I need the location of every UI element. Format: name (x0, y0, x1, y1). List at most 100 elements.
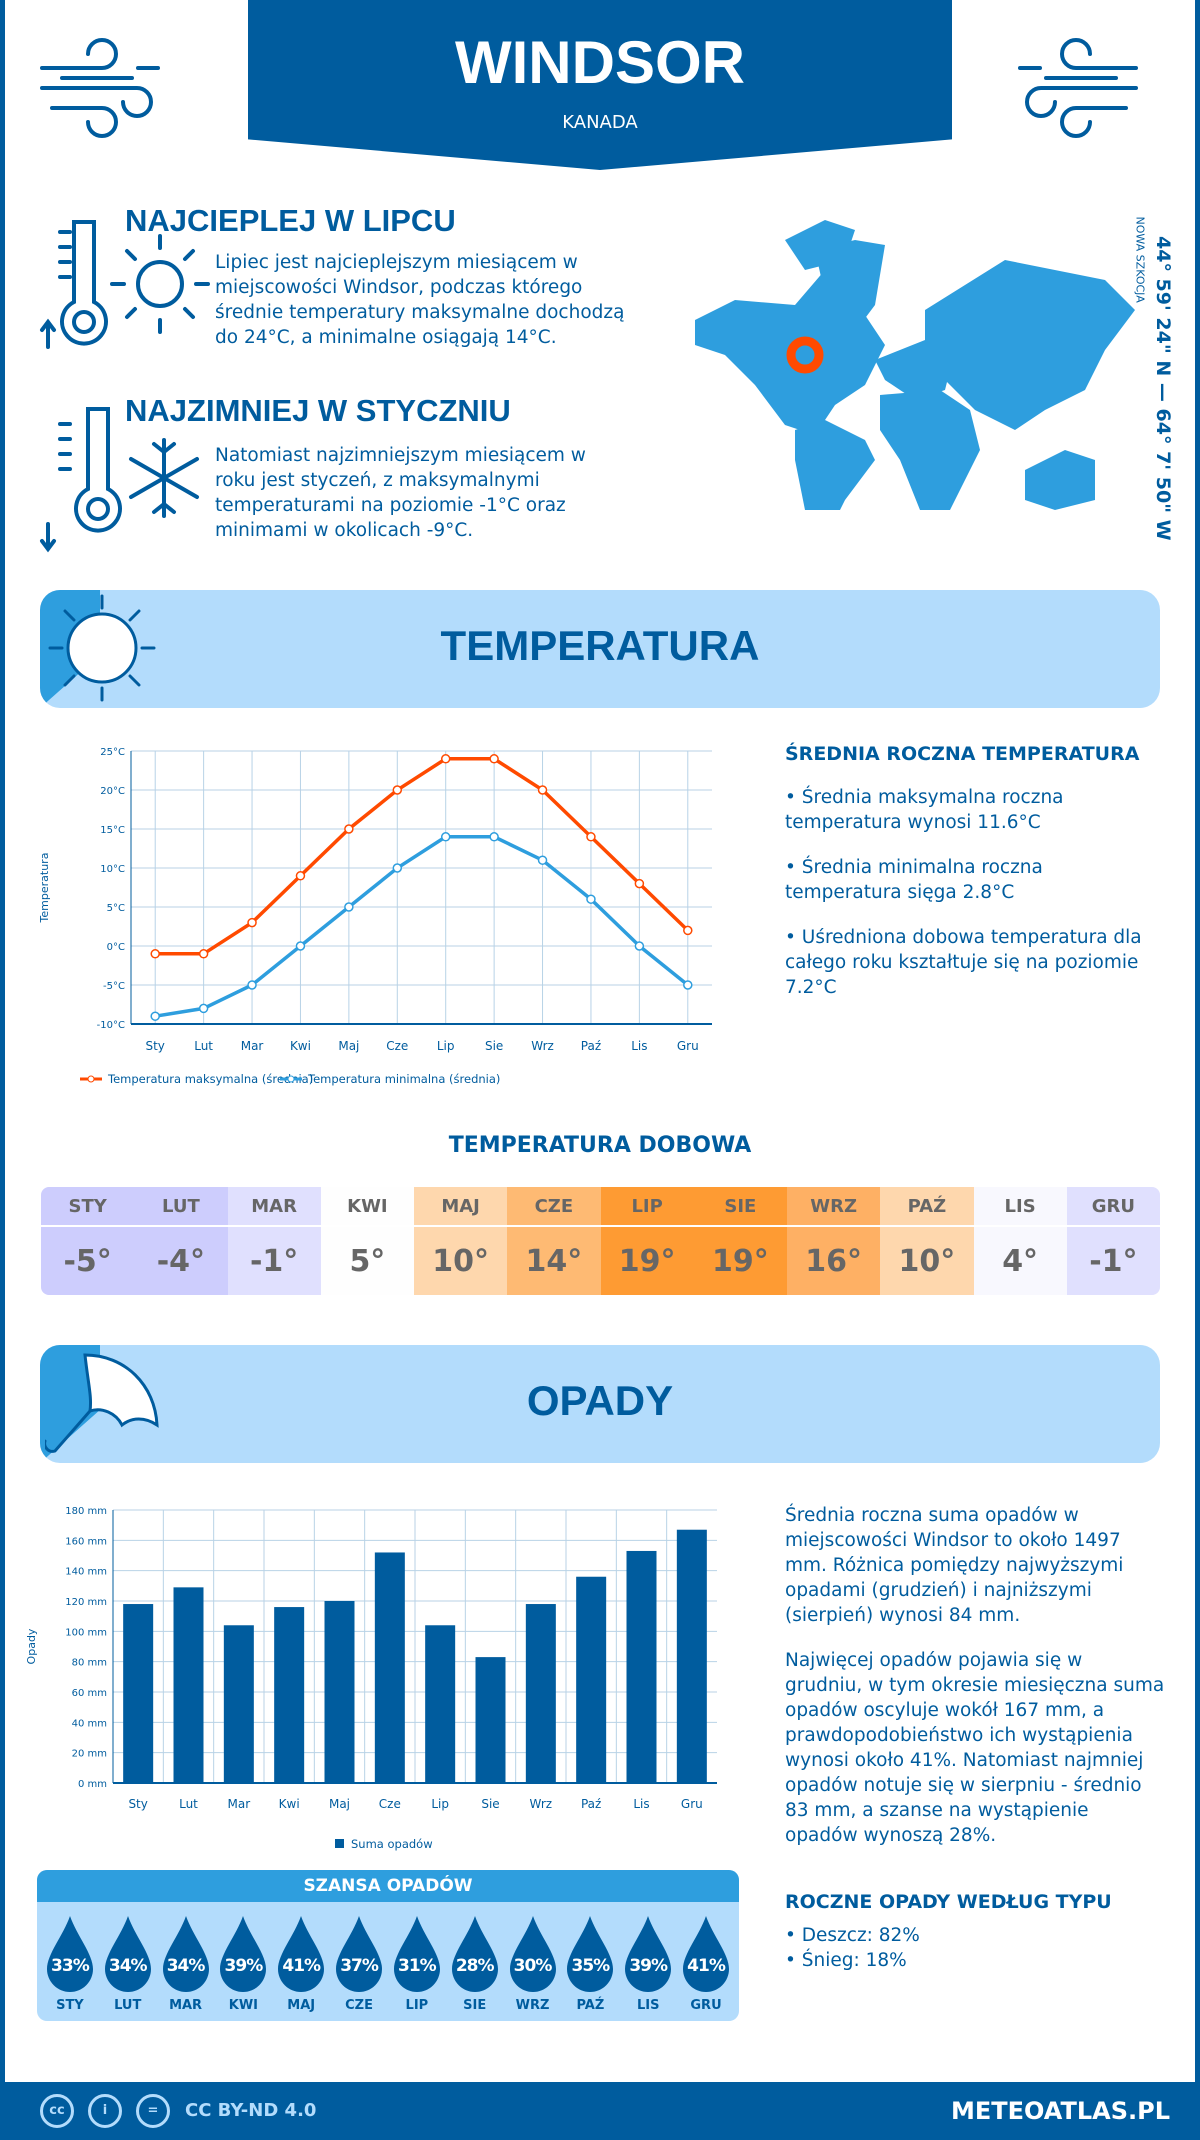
data-point (295, 871, 306, 881)
daily-cell: LIP 19° (600, 1187, 694, 1295)
precip-chance-month: WRZ (515, 1998, 550, 2013)
cc-icon: cc (40, 2094, 74, 2128)
daily-month: LIP (600, 1187, 694, 1227)
x-tick-label: Cze (379, 1797, 401, 1811)
precip-text-1: Średnia roczna suma opadów w miejscowośc… (785, 1505, 1124, 1626)
x-tick-label: Lip (437, 1039, 455, 1053)
umbrella-icon (45, 1353, 159, 1453)
data-point (489, 754, 499, 764)
temp-summary-item: • Średnia maksymalna roczna temperatura … (785, 787, 1064, 833)
x-tick-label: Cze (386, 1039, 408, 1053)
precip-chance-value: 34% (108, 1956, 148, 1976)
y-axis-label: Temperatura (38, 853, 51, 924)
daily-value: -1° (249, 1243, 299, 1279)
precip-chance-month: GRU (690, 1998, 722, 2013)
precip-type-title: ROCZNE OPADY WEDŁUG TYPU (785, 1891, 1112, 1913)
x-tick-label: Sty (145, 1039, 164, 1053)
data-point (247, 917, 257, 928)
data-point (683, 925, 693, 936)
y-tick-label: 25°C (100, 747, 125, 758)
daily-month: KWI (320, 1187, 414, 1227)
precipitation-title: OPADY (526, 1377, 674, 1424)
legend-label: Temperatura minimalna (średnia) (307, 1072, 500, 1086)
x-tick-label: Sty (128, 1797, 147, 1811)
daily-cell: MAR -1° (227, 1187, 321, 1295)
footer: cc i = CC BY-ND 4.0 METEOATLAS.PL (0, 2082, 1200, 2140)
precip-chance-item: 28% SIE (446, 1914, 504, 2013)
city-title: WINDSOR (455, 29, 745, 96)
daily-cell: LUT -4° (134, 1187, 228, 1295)
daily-cell: SIE 19° (693, 1187, 787, 1295)
bar (274, 1607, 305, 1783)
raindrop-icon (683, 1916, 730, 1992)
data-point (198, 949, 209, 959)
precip-text-2: Najwięcej opadów pojawia się w grudniu, … (785, 1650, 1165, 1846)
daily-value: 19° (618, 1243, 676, 1279)
precip-chance-month: KWI (228, 1998, 259, 2013)
world-map (695, 220, 1135, 510)
precip-summary: Średnia roczna suma opadów w miejscowośc… (785, 1503, 1165, 1868)
daily-month: PAŹ (880, 1187, 974, 1227)
bar (173, 1587, 204, 1783)
precip-chance-month: SIE (463, 1998, 487, 2013)
x-tick-label: Lip (431, 1797, 449, 1811)
data-point (392, 863, 403, 873)
precip-chance-month: LIS (636, 1998, 660, 2013)
cold-text: Natomiast najzimniejszym miesiącem w rok… (215, 445, 586, 541)
daily-month: LUT (134, 1187, 228, 1227)
precip-chance-item: 39% LIS (619, 1914, 677, 2013)
precip-chance-title: SZANSA OPADÓW (37, 1870, 739, 1902)
header-banner (248, 0, 952, 170)
data-point (489, 832, 499, 842)
precip-chance-value: 33% (51, 1956, 90, 1976)
daily-value: 14° (525, 1243, 583, 1279)
temperature-banner: TEMPERATURA (40, 590, 1160, 708)
data-point (344, 824, 354, 834)
x-tick-label: Lis (631, 1039, 647, 1053)
data-point (440, 832, 451, 842)
precip-chance-item: 31% LIP (388, 1914, 446, 2013)
daily-value: 19° (712, 1243, 769, 1279)
daily-cell: GRU -1° (1066, 1187, 1160, 1295)
country-label: KANADA (562, 112, 638, 133)
daily-cell: WRZ 16° (787, 1187, 881, 1295)
raindrop-icon (393, 1916, 440, 1992)
daily-value: -4° (156, 1243, 206, 1279)
precip-chance-value: 39% (629, 1956, 668, 1976)
precipitation-banner: OPADY (40, 1345, 1160, 1463)
daily-cell: MAJ 10° (414, 1187, 508, 1295)
raindrop-icon (278, 1916, 325, 1992)
data-point (150, 949, 160, 959)
no-derivatives-icon: = (136, 2094, 170, 2128)
bar (626, 1550, 657, 1783)
daily-month: WRZ (787, 1187, 881, 1227)
coordinates: 44° 59' 24" N — 64° 7' 50" W (1143, 236, 1174, 541)
bar (223, 1625, 254, 1783)
data-point (634, 878, 645, 889)
y-tick-label: 60 mm (72, 1688, 107, 1699)
raindrop-icon (162, 1916, 209, 1992)
raindrop-icon (104, 1916, 151, 1992)
y-tick-label: 20 mm (72, 1749, 107, 1760)
precipitation-chart: 180 mm 160 mm 140 mm 120 mm 100 mm 80 mm 60 mm… (25, 1506, 717, 1851)
legend-swatch (335, 1839, 344, 1848)
data-point (440, 754, 451, 764)
bar (324, 1601, 355, 1783)
precip-chance-value: 39% (224, 1956, 264, 1976)
data-point (537, 855, 548, 865)
sun-icon (48, 594, 156, 702)
coordinates-text: 44° 59' 24" N — 64° 7' 50" W (1152, 236, 1174, 541)
precip-chance-item: 39% KWI (214, 1914, 272, 2013)
daily-month: LIS (973, 1187, 1067, 1227)
precip-chance-value: 34% (166, 1956, 206, 1976)
raindrop-icon (220, 1916, 267, 1992)
x-tick-label: Paź (581, 1039, 601, 1053)
temp-summary-item: • Uśredniona dobowa temperatura dla całe… (785, 927, 1142, 998)
precip-chance-item: 33% STY (41, 1914, 99, 2013)
daily-temperature-table: STY -5° LUT -4° MAR -1° KWI 5° MAJ 10° CZE 14° LIP 19… (41, 1187, 1160, 1295)
daily-month: MAR (227, 1187, 321, 1227)
precip-chance-item: 30% WRZ (504, 1914, 562, 2013)
site-link[interactable]: METEOATLAS.PL (950, 2097, 1170, 2125)
raindrop-icon (46, 1916, 93, 1992)
temp-summary-title: ŚREDNIA ROCZNA TEMPERATURA (785, 743, 1140, 765)
